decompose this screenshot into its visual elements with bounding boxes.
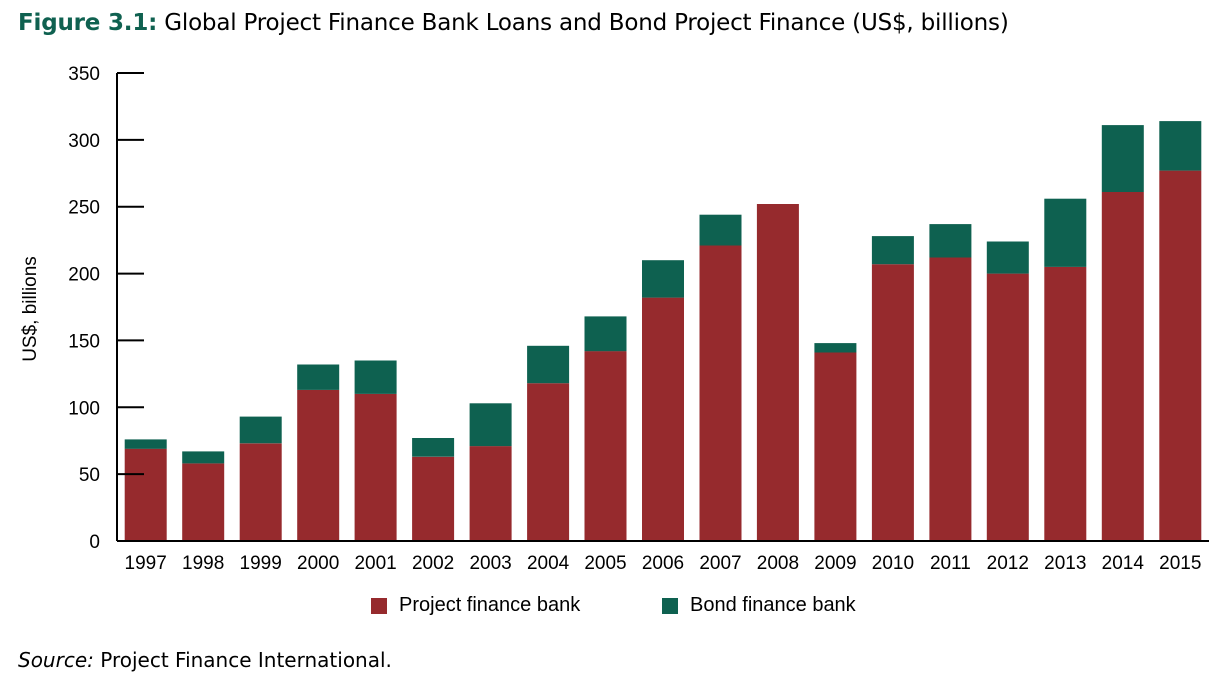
bar-bond-finance-2001 xyxy=(354,360,397,394)
y-tick-label-100: 100 xyxy=(68,398,100,419)
bar-bond-finance-1999 xyxy=(239,416,282,444)
y-axis-label: US$, billions xyxy=(20,256,41,362)
figure-title: Global Project Finance Bank Loans and Bo… xyxy=(164,10,1009,36)
bar-project-finance-1999 xyxy=(239,443,282,541)
x-tick-label-2015: 2015 xyxy=(1159,553,1201,574)
y-tick-label-50: 50 xyxy=(79,465,100,486)
x-tick-label-2008: 2008 xyxy=(757,553,799,574)
bar-bond-finance-2011 xyxy=(929,224,972,258)
x-tick-label-1999: 1999 xyxy=(240,553,282,574)
bar-bond-finance-2010 xyxy=(871,236,914,265)
stacked-bar-chart: 1997 1998 1999 2000 2001 2002 2003 2004 2005 2006… xyxy=(20,64,1209,574)
bar-project-finance-2009 xyxy=(814,352,857,541)
x-tick-label-2002: 2002 xyxy=(412,553,454,574)
bar-project-finance-2007 xyxy=(699,245,742,541)
bar-bond-finance-2015 xyxy=(1159,121,1202,171)
bar-project-finance-2014 xyxy=(1101,192,1144,541)
x-tick-label-2012: 2012 xyxy=(987,553,1029,574)
bar-bond-finance-2003 xyxy=(469,403,512,447)
bar-project-finance-2001 xyxy=(354,393,397,541)
x-tick-label-2004: 2004 xyxy=(527,553,570,574)
y-tick-label-200: 200 xyxy=(68,265,100,286)
bar-bond-finance-2009 xyxy=(814,343,857,353)
bar-project-finance-2004 xyxy=(527,383,570,541)
legend: Project finance bank Bond finance bank xyxy=(0,594,1224,620)
bar-bond-finance-2007 xyxy=(699,214,742,246)
bar-project-finance-1998 xyxy=(182,463,225,541)
bar-bond-finance-2000 xyxy=(297,364,340,390)
bar-bond-finance-2006 xyxy=(642,260,684,298)
bars-group xyxy=(124,121,1202,541)
legend-item-bond-finance: Bond finance bank xyxy=(662,594,856,617)
y-tick-label-300: 300 xyxy=(68,131,100,152)
bar-project-finance-2002 xyxy=(412,456,455,541)
bar-project-finance-2008 xyxy=(756,204,799,541)
source-note: Source: Project Finance International. xyxy=(18,648,392,672)
y-tick-label-150: 150 xyxy=(68,331,100,352)
x-tick-label-2010: 2010 xyxy=(872,553,914,574)
x-tick-label-2003: 2003 xyxy=(469,553,511,574)
bar-bond-finance-1998 xyxy=(182,451,225,464)
x-tick-label-2013: 2013 xyxy=(1044,553,1086,574)
bar-bond-finance-1997 xyxy=(124,439,167,449)
bar-project-finance-2005 xyxy=(584,351,627,541)
legend-item-project-finance: Project finance bank xyxy=(371,594,580,617)
legend-swatch-project-finance xyxy=(371,597,387,614)
legend-swatch-bond-finance xyxy=(662,597,678,614)
bar-project-finance-2003 xyxy=(469,446,512,541)
x-tick-label-1998: 1998 xyxy=(182,553,224,574)
bar-bond-finance-2004 xyxy=(527,345,570,384)
x-tick-label-2011: 2011 xyxy=(930,553,971,574)
x-tick-label-2006: 2006 xyxy=(642,553,684,574)
bar-bond-finance-2012 xyxy=(986,241,1029,274)
chart-title: Figure 3.1: Global Project Finance Bank … xyxy=(18,10,1009,36)
axes-group: 1997 1998 1999 2000 2001 2002 2003 2004 2005 2006… xyxy=(68,64,1209,574)
bar-bond-finance-2005 xyxy=(584,316,627,352)
x-tick-label-2001: 2001 xyxy=(354,553,396,574)
bar-project-finance-2011 xyxy=(929,257,972,541)
y-tick-label-250: 250 xyxy=(68,198,100,219)
bar-project-finance-1997 xyxy=(124,448,167,541)
x-tick-label-2009: 2009 xyxy=(814,553,856,574)
bar-project-finance-2000 xyxy=(297,389,340,541)
legend-label-project-finance: Project finance bank xyxy=(399,594,581,616)
bar-bond-finance-2002 xyxy=(412,438,455,457)
x-tick-label-1997: 1997 xyxy=(125,553,167,574)
bar-bond-finance-2014 xyxy=(1101,125,1144,192)
x-tick-label-2005: 2005 xyxy=(584,553,626,574)
legend-label-bond-finance: Bond finance bank xyxy=(690,594,856,616)
bar-project-finance-2012 xyxy=(986,273,1029,541)
bar-bond-finance-2013 xyxy=(1044,198,1087,267)
x-tick-label-2007: 2007 xyxy=(699,553,741,574)
figure-number: Figure 3.1: xyxy=(18,10,158,36)
bar-project-finance-2013 xyxy=(1044,266,1087,541)
bar-project-finance-2006 xyxy=(642,297,684,541)
y-tick-label-0: 0 xyxy=(89,532,100,553)
bar-project-finance-2010 xyxy=(871,264,914,541)
x-tick-label-2000: 2000 xyxy=(297,553,339,574)
x-tick-label-2014: 2014 xyxy=(1102,553,1145,574)
source-label: Source: xyxy=(18,648,94,672)
source-text: Project Finance International. xyxy=(100,648,392,672)
y-tick-label-350: 350 xyxy=(68,64,100,85)
bar-project-finance-2015 xyxy=(1159,170,1202,541)
